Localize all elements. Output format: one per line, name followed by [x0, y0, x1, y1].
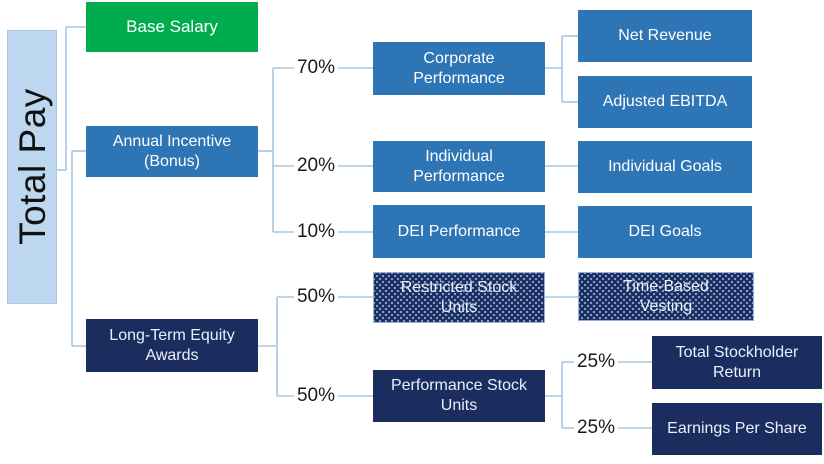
individual-performance-label-line2: Performance [413, 167, 505, 185]
restricted-stock-units-box: Restricted Stock Units [373, 272, 545, 323]
total-pay-box: Total Pay [7, 30, 57, 304]
long-term-equity-awards-box: Long-Term Equity Awards [86, 319, 258, 372]
time-based-vesting-label-line1: Time-Based [623, 277, 709, 295]
corporate-performance-label-line2: Performance [413, 69, 505, 87]
base-salary-box: Base Salary [86, 2, 258, 52]
connector-corporate-performance-children [545, 35, 578, 103]
long-term-equity-label-line2: Awards [145, 346, 199, 364]
base-salary-label: Base Salary [126, 16, 218, 36]
dei-goals-box: DEI Goals [578, 206, 752, 258]
weight-earnings-per-share: 25% [576, 417, 616, 438]
earnings-per-share-label: Earnings Per Share [667, 420, 807, 438]
connector-direct-links [545, 165, 578, 298]
weight-restricted-stock-units: 50% [296, 286, 336, 307]
total-stockholder-return-label-line1: Total Stockholder [675, 343, 799, 361]
weight-corporate-performance: 70% [296, 57, 336, 78]
weight-individual-performance: 20% [296, 155, 336, 176]
annual-incentive-box: Annual Incentive (Bonus) [86, 126, 258, 177]
weight-performance-stock-units: 50% [296, 385, 336, 406]
connector-performance-stock-units-children [545, 361, 652, 429]
connector-long-term-equity-children [258, 296, 373, 397]
dei-performance-label: DEI Performance [397, 222, 521, 240]
time-based-vesting-box: Time-Based Vesting [578, 272, 754, 321]
connector-totalpay-children [57, 26, 86, 347]
earnings-per-share-box: Earnings Per Share [652, 403, 822, 455]
restricted-stock-units-label-line2: Units [440, 298, 478, 316]
long-term-equity-label-line1: Long-Term Equity [109, 326, 235, 344]
adjusted-ebitda-box: Adjusted EBITDA [578, 76, 752, 128]
dei-goals-label: DEI Goals [628, 223, 702, 241]
corporate-performance-box: Corporate Performance [373, 42, 545, 95]
total-stockholder-return-box: Total Stockholder Return [652, 336, 822, 389]
individual-performance-label-line1: Individual [425, 147, 493, 165]
total-stockholder-return-label-line2: Return [712, 363, 762, 381]
restricted-stock-units-label-line1: Restricted Stock [400, 278, 518, 296]
time-based-vesting-label-line2: Vesting [639, 297, 693, 315]
connector-annual-incentive-children [258, 67, 373, 233]
performance-stock-units-box: Performance Stock Units [373, 370, 545, 422]
performance-stock-units-label-line2: Units [440, 397, 478, 414]
dei-performance-box: DEI Performance [373, 205, 545, 258]
weight-total-stockholder-return: 25% [576, 351, 616, 372]
corporate-performance-label-line1: Corporate [423, 49, 495, 67]
total-pay-label: Total Pay [11, 88, 53, 246]
annual-incentive-label-line2: (Bonus) [143, 152, 201, 170]
individual-performance-box: Individual Performance [373, 141, 545, 192]
annual-incentive-label-line1: Annual Incentive [112, 132, 232, 150]
net-revenue-label: Net Revenue [618, 27, 712, 45]
performance-stock-units-label-line1: Performance Stock [390, 377, 528, 395]
weight-dei-performance: 10% [296, 221, 336, 242]
individual-goals-label: Individual Goals [608, 158, 722, 176]
adjusted-ebitda-label: Adjusted EBITDA [602, 93, 728, 111]
net-revenue-box: Net Revenue [578, 10, 752, 62]
individual-goals-box: Individual Goals [578, 141, 752, 193]
